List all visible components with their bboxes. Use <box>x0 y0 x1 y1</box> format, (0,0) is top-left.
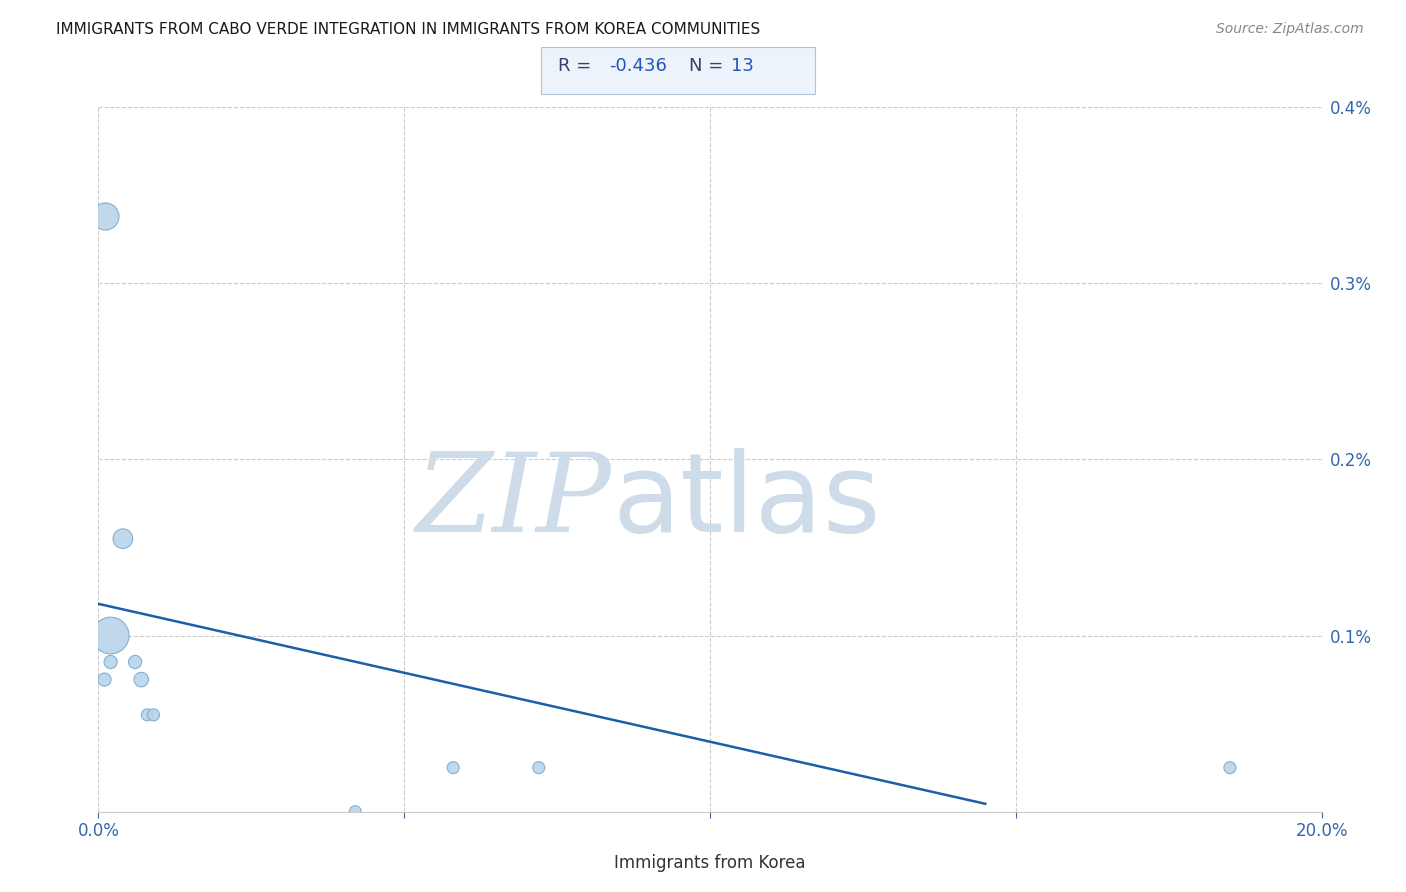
Point <box>527 761 550 775</box>
Text: R =: R = <box>558 57 598 75</box>
Point <box>1219 761 1241 775</box>
X-axis label: Immigrants from Korea: Immigrants from Korea <box>614 854 806 872</box>
Point <box>100 655 122 669</box>
Text: Source: ZipAtlas.com: Source: ZipAtlas.com <box>1216 22 1364 37</box>
Text: -0.436: -0.436 <box>609 57 666 75</box>
Text: atlas: atlas <box>612 448 880 555</box>
Point <box>93 209 115 223</box>
Text: ZIP: ZIP <box>416 448 612 556</box>
Point <box>129 673 152 687</box>
Point <box>124 655 146 669</box>
Point <box>441 761 464 775</box>
Point <box>93 673 115 687</box>
Point <box>100 628 122 642</box>
Point <box>142 707 165 722</box>
Text: 13: 13 <box>731 57 754 75</box>
Text: N =: N = <box>689 57 728 75</box>
Point <box>136 707 159 722</box>
Point <box>111 532 134 546</box>
Text: IMMIGRANTS FROM CABO VERDE INTEGRATION IN IMMIGRANTS FROM KOREA COMMUNITIES: IMMIGRANTS FROM CABO VERDE INTEGRATION I… <box>56 22 761 37</box>
Point <box>344 805 367 819</box>
